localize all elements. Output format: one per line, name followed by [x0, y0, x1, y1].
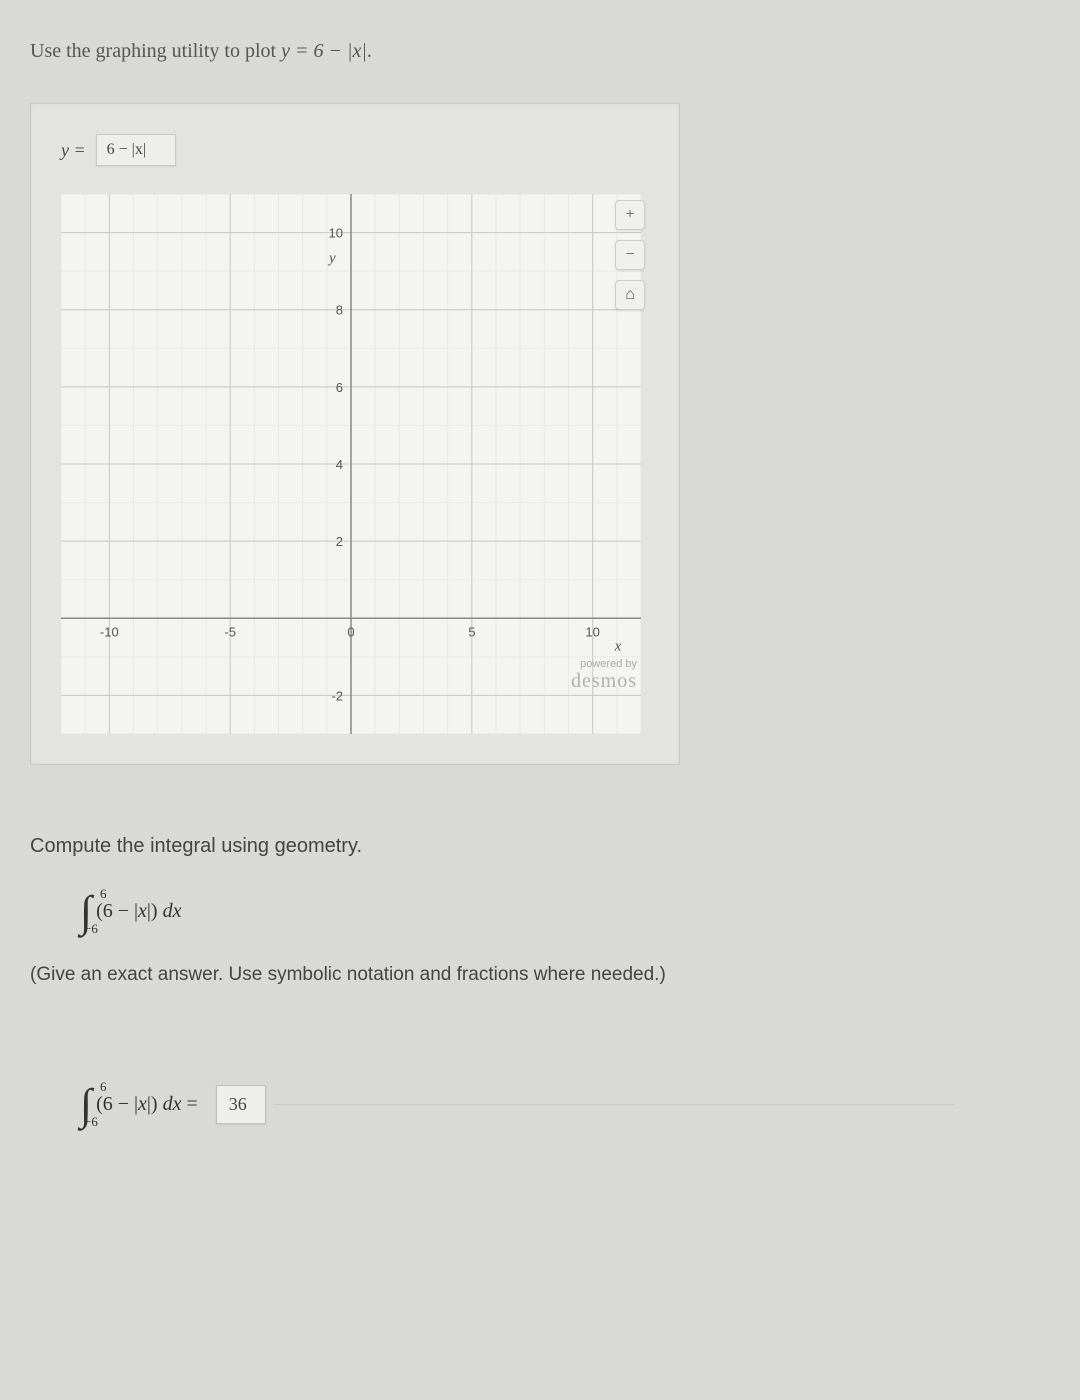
answer-upper-limit: 6: [100, 1079, 107, 1095]
home-button[interactable]: ⌂: [615, 280, 645, 310]
svg-text:x: x: [614, 638, 622, 654]
svg-text:6: 6: [336, 380, 343, 395]
integral-lower-limit: −6: [84, 921, 98, 937]
graph-panel: y = 6 − |x| -10 -5 0 5 10 -2 2 4 6 8 10 y x + − ⌂ po…: [30, 103, 680, 765]
integral-symbol-icon: ∫ 6 −6: [80, 1079, 92, 1130]
desmos-logo: desmos: [571, 670, 637, 692]
answer-underline: [274, 1104, 954, 1105]
zoom-out-button[interactable]: −: [615, 240, 645, 270]
answer-integrand: (6 − |x|) dx =: [96, 1093, 198, 1116]
powered-by-label: powered by: [571, 658, 637, 670]
compute-section: Compute the integral using geometry. ∫ 6…: [30, 835, 1050, 1132]
instruction-prefix: Use the graphing utility to plot: [30, 40, 281, 62]
answer-lhs: ∫ 6 −6 (6 − |x|) dx =: [80, 1076, 198, 1132]
equation-input[interactable]: 6 − |x|: [96, 134, 176, 166]
svg-text:-10: -10: [100, 624, 119, 639]
compute-instruction: Compute the integral using geometry.: [30, 835, 1050, 858]
svg-text:5: 5: [468, 624, 475, 639]
equation-label: y =: [61, 140, 86, 161]
graph-area[interactable]: -10 -5 0 5 10 -2 2 4 6 8 10 y x + − ⌂ powered by des…: [61, 194, 655, 734]
svg-text:y: y: [327, 251, 336, 267]
graph-svg: -10 -5 0 5 10 -2 2 4 6 8 10 y x: [61, 194, 641, 734]
integral-upper-limit: 6: [100, 886, 107, 902]
svg-text:0: 0: [347, 624, 354, 639]
branding: powered by desmos: [571, 658, 637, 692]
instruction-text: Use the graphing utility to plot y = 6 −…: [30, 40, 1050, 63]
svg-text:4: 4: [336, 457, 343, 472]
integral-symbol-icon: ∫ 6 −6: [80, 886, 92, 937]
svg-text:-5: -5: [224, 624, 236, 639]
integrand: (6 − |x|) dx: [96, 900, 181, 923]
zoom-in-button[interactable]: +: [615, 200, 645, 230]
svg-text:8: 8: [336, 303, 343, 318]
answer-lower-limit: −6: [84, 1114, 98, 1130]
svg-text:2: 2: [336, 534, 343, 549]
instruction-suffix: .: [367, 40, 372, 62]
svg-text:10: 10: [585, 624, 599, 639]
equation-row: y = 6 − |x|: [61, 134, 655, 166]
svg-text:10: 10: [329, 226, 343, 241]
graph-controls: + − ⌂: [615, 200, 645, 310]
integral-expression: ∫ 6 −6 (6 − |x|) dx: [80, 883, 1050, 939]
hint-text: (Give an exact answer. Use symbolic nota…: [30, 964, 1050, 986]
svg-text:-2: -2: [331, 688, 343, 703]
answer-row: ∫ 6 −6 (6 − |x|) dx = 36: [80, 1076, 1050, 1132]
instruction-equation: y = 6 − |x|: [281, 40, 367, 62]
answer-input[interactable]: 36: [216, 1085, 266, 1124]
